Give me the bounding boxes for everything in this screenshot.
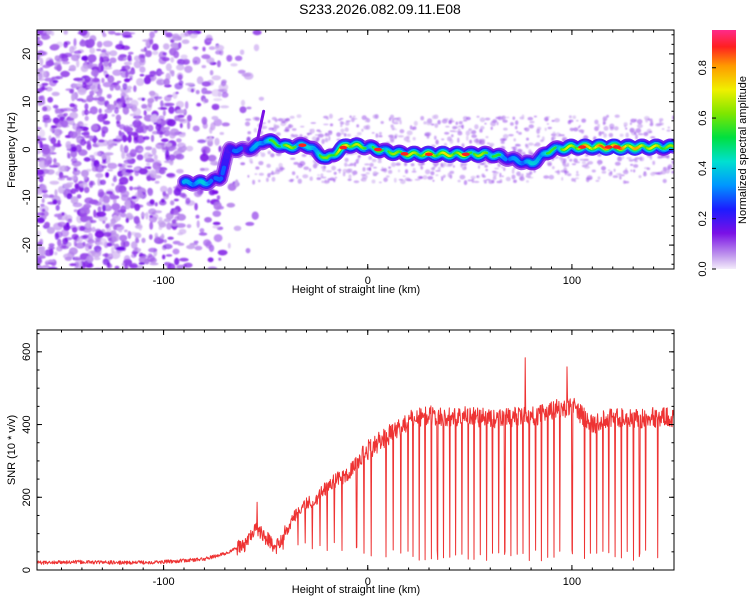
- spectrogram-x-tick: -100: [153, 275, 175, 287]
- colorbar-tick: 0.0: [697, 261, 709, 276]
- spectrogram-y-tick: 0: [21, 146, 33, 152]
- snr-y-tick: 200: [21, 488, 33, 506]
- snr-x-tick: 100: [563, 576, 581, 588]
- snr-x-tick: -100: [153, 576, 175, 588]
- colorbar-label: Normalized spectral amplitude: [737, 76, 749, 224]
- spectrogram-y-tick: 20: [21, 48, 33, 60]
- colorbar: 0.0 0.2 0.4 0.6 0.8 Normalized spectral ampl…: [697, 30, 749, 277]
- snr-y-tick: 600: [21, 343, 33, 361]
- colorbar-ticks: 0.0 0.2 0.4 0.6 0.8: [697, 60, 716, 277]
- spectrogram-x-tick: 0: [365, 275, 371, 287]
- snr-y-label: SNR (10 * v/v): [6, 415, 18, 485]
- snr-series-line: [37, 357, 674, 565]
- colorbar-tick: 0.4: [697, 161, 709, 176]
- snr-y-tick: 400: [21, 415, 33, 433]
- spectrogram-y-tick: -10: [21, 189, 33, 205]
- spectrogram-x-tick: 100: [563, 275, 581, 287]
- figure-title: S233.2026.082.09.11.E08: [299, 1, 461, 17]
- spectrogram-y-label: Frequency (Hz): [6, 112, 18, 188]
- snr-axes: -100 0 100 0 200 400 600: [21, 330, 675, 588]
- snr-frame: [36, 329, 675, 571]
- snr-x-tick: 0: [365, 576, 371, 588]
- spectrogram-x-label: Height of straight line (km): [292, 284, 420, 296]
- colorbar-tick: 0.6: [697, 110, 709, 125]
- colorbar-tick: 0.8: [697, 60, 709, 75]
- snr-y-tick: 0: [21, 567, 33, 573]
- heatmap-layer: [37, 30, 674, 269]
- snr-panel: -100 0 100 0 200 400 600 Height of straight li…: [6, 329, 675, 596]
- heatmap-hotspots: [298, 143, 621, 157]
- spectrogram-y-tick: -20: [21, 237, 33, 253]
- colorbar-tick: 0.2: [697, 211, 709, 226]
- heatmap-noise: [37, 30, 674, 269]
- snr-x-label: Height of straight line (km): [292, 584, 420, 596]
- spectrogram-y-tick: 10: [21, 96, 33, 108]
- colorbar-gradient: [712, 30, 736, 269]
